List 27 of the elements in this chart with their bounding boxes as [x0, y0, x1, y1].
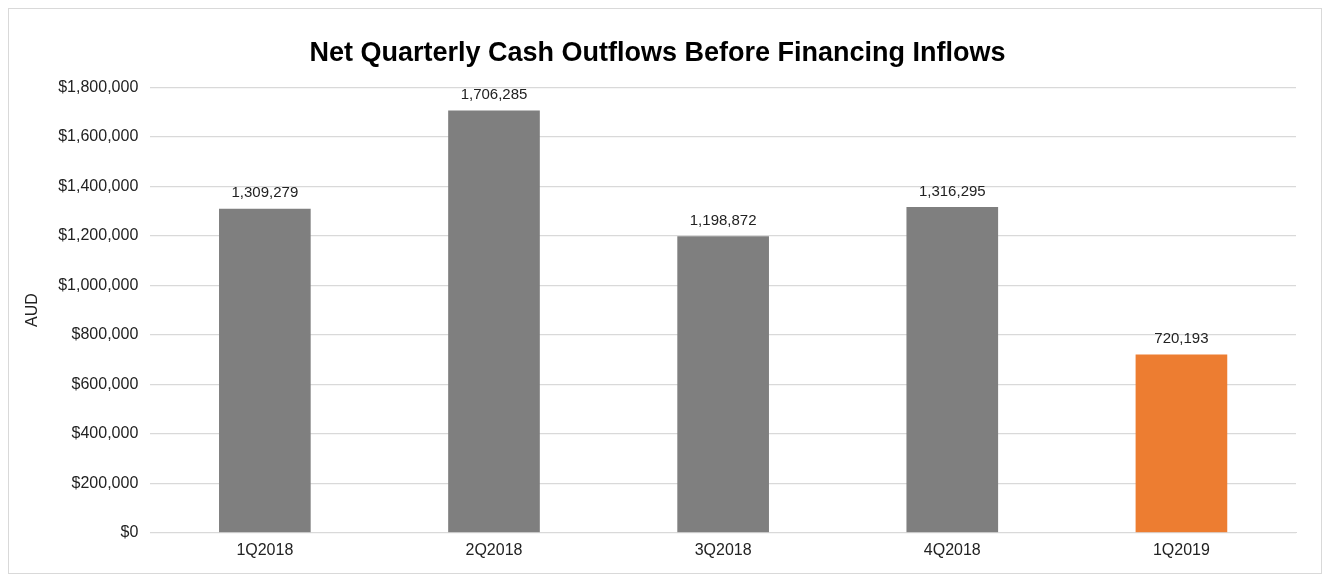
data-label: 720,193 [1154, 329, 1209, 347]
bar [1135, 354, 1228, 533]
x-tick-label: 4Q2018 [923, 540, 981, 558]
bar [906, 207, 999, 533]
x-tick-label: 1Q2019 [1152, 540, 1210, 558]
x-tick-label: 1Q2018 [236, 540, 294, 558]
chart-title: Net Quarterly Cash Outflows Before Financing Inflows [309, 36, 1006, 67]
data-label: 1,309,279 [231, 183, 299, 201]
bar [219, 208, 311, 533]
data-label: 1,198,872 [689, 210, 757, 228]
y-tick-label: $800,000 [71, 325, 139, 343]
y-tick-label: $1,200,000 [58, 226, 139, 244]
x-tick-label: 2Q2018 [465, 540, 523, 558]
y-axis-title: AUD [23, 293, 41, 327]
y-tick-label: $200,000 [71, 473, 139, 491]
y-tick-label: $0 [120, 523, 139, 541]
y-tick-label: $1,600,000 [58, 127, 139, 145]
data-label: 1,316,295 [918, 181, 986, 199]
y-tick-label: $1,800,000 [58, 77, 139, 95]
data-label: 1,706,285 [460, 85, 528, 103]
bar [677, 236, 769, 533]
bar [448, 110, 540, 533]
y-tick-label: $400,000 [71, 424, 139, 442]
y-tick-label: $1,400,000 [58, 176, 139, 194]
y-tick-label: $600,000 [71, 374, 139, 392]
y-tick-label: $1,000,000 [58, 275, 139, 293]
x-tick-label: 3Q2018 [694, 540, 752, 558]
